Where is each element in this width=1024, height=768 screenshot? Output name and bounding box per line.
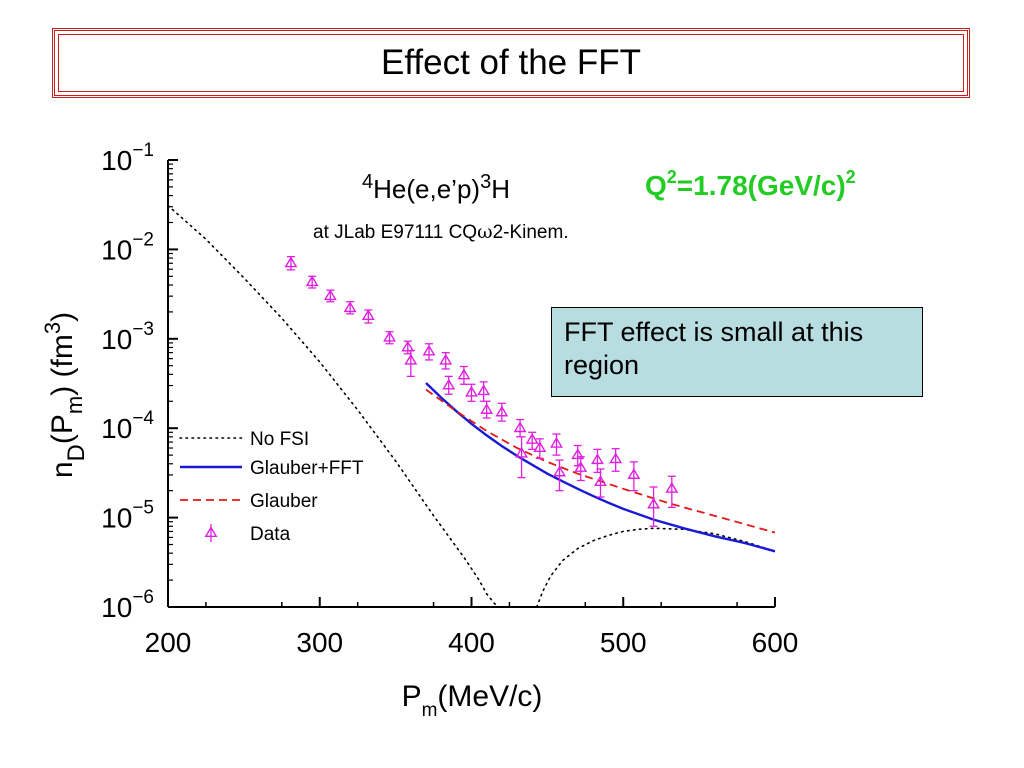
data-point bbox=[647, 497, 661, 509]
slide-title: Effect of the FFT bbox=[380, 43, 641, 82]
data-point bbox=[422, 344, 436, 356]
x-tick-label: 200 bbox=[145, 627, 192, 658]
chart-texts: Pm(MeV/c) nD(Pm) (fm3) 4He(e,e’p)3H at JLab… bbox=[40, 167, 856, 721]
data-point bbox=[383, 330, 397, 342]
x-axis-title: Pm(MeV/c) bbox=[402, 680, 543, 721]
data-point bbox=[627, 468, 641, 479]
legend-label: Glauber bbox=[250, 491, 318, 512]
data-point bbox=[404, 353, 418, 365]
callout-box: FFT effect is small at this region bbox=[551, 307, 923, 397]
legend-label: No FSI bbox=[250, 429, 309, 450]
y-tick-label: 10−3 bbox=[101, 319, 154, 355]
legend-swatch-marker bbox=[204, 526, 218, 537]
data-point bbox=[439, 353, 453, 365]
data-point bbox=[515, 446, 529, 458]
data-point bbox=[305, 275, 319, 287]
x-tick-label: 500 bbox=[600, 627, 647, 658]
x-tick-label: 400 bbox=[448, 627, 495, 658]
series-line-dotted bbox=[535, 527, 775, 607]
axes: 200 300 400 500 600 10−6 10−5 10−4 10−3 10−2 10−1 bbox=[101, 140, 798, 658]
data-point bbox=[323, 289, 337, 301]
data-point bbox=[550, 436, 563, 448]
data-point bbox=[513, 421, 527, 433]
data-point bbox=[465, 385, 478, 397]
data-point bbox=[457, 368, 471, 380]
legend: No FSI Glauber+FFT Glauber Data bbox=[179, 429, 364, 545]
reaction-label: 4He(e,e’p)3H bbox=[362, 171, 510, 204]
series-layer bbox=[168, 204, 775, 607]
data-point bbox=[609, 452, 623, 464]
y-tick-label: 10−2 bbox=[101, 229, 154, 265]
callout-text: FFT effect is small at this region bbox=[564, 317, 864, 380]
y-tick-label: 10−4 bbox=[101, 408, 154, 444]
x-tick-label: 300 bbox=[296, 627, 343, 658]
data-point bbox=[284, 256, 298, 268]
data-point bbox=[590, 453, 604, 465]
data-point bbox=[553, 465, 566, 477]
data-point bbox=[361, 309, 375, 320]
y-tick-label: 10−1 bbox=[101, 140, 154, 176]
legend-label: Glauber+FFT bbox=[250, 458, 364, 479]
data-point bbox=[442, 378, 456, 390]
data-point bbox=[477, 384, 491, 396]
y-axis-title: nD(Pm) (fm3) bbox=[40, 312, 90, 478]
q2-label: Q2=1.78(GeV/c)2 bbox=[645, 167, 856, 201]
data-point bbox=[480, 403, 494, 414]
data-point bbox=[533, 441, 547, 453]
data-points bbox=[284, 255, 679, 527]
y-tick-label: 10−5 bbox=[101, 498, 154, 534]
data-point bbox=[594, 475, 607, 487]
y-tick-label: 10−6 bbox=[101, 587, 154, 623]
data-point bbox=[571, 448, 585, 460]
data-point bbox=[574, 460, 588, 472]
data-point bbox=[525, 433, 539, 444]
subtitle-label: at JLab E97111 CQω2-Kinem. bbox=[313, 221, 569, 243]
data-point bbox=[495, 405, 509, 417]
series-line-dashed bbox=[425, 388, 775, 534]
data-point bbox=[665, 481, 679, 493]
legend-label: Data bbox=[250, 524, 291, 545]
series-line-dotted bbox=[168, 204, 500, 607]
data-point bbox=[343, 301, 357, 313]
series-line-solid bbox=[425, 382, 775, 553]
x-tick-label: 600 bbox=[752, 627, 799, 658]
title-box: Effect of the FFT bbox=[52, 28, 970, 98]
